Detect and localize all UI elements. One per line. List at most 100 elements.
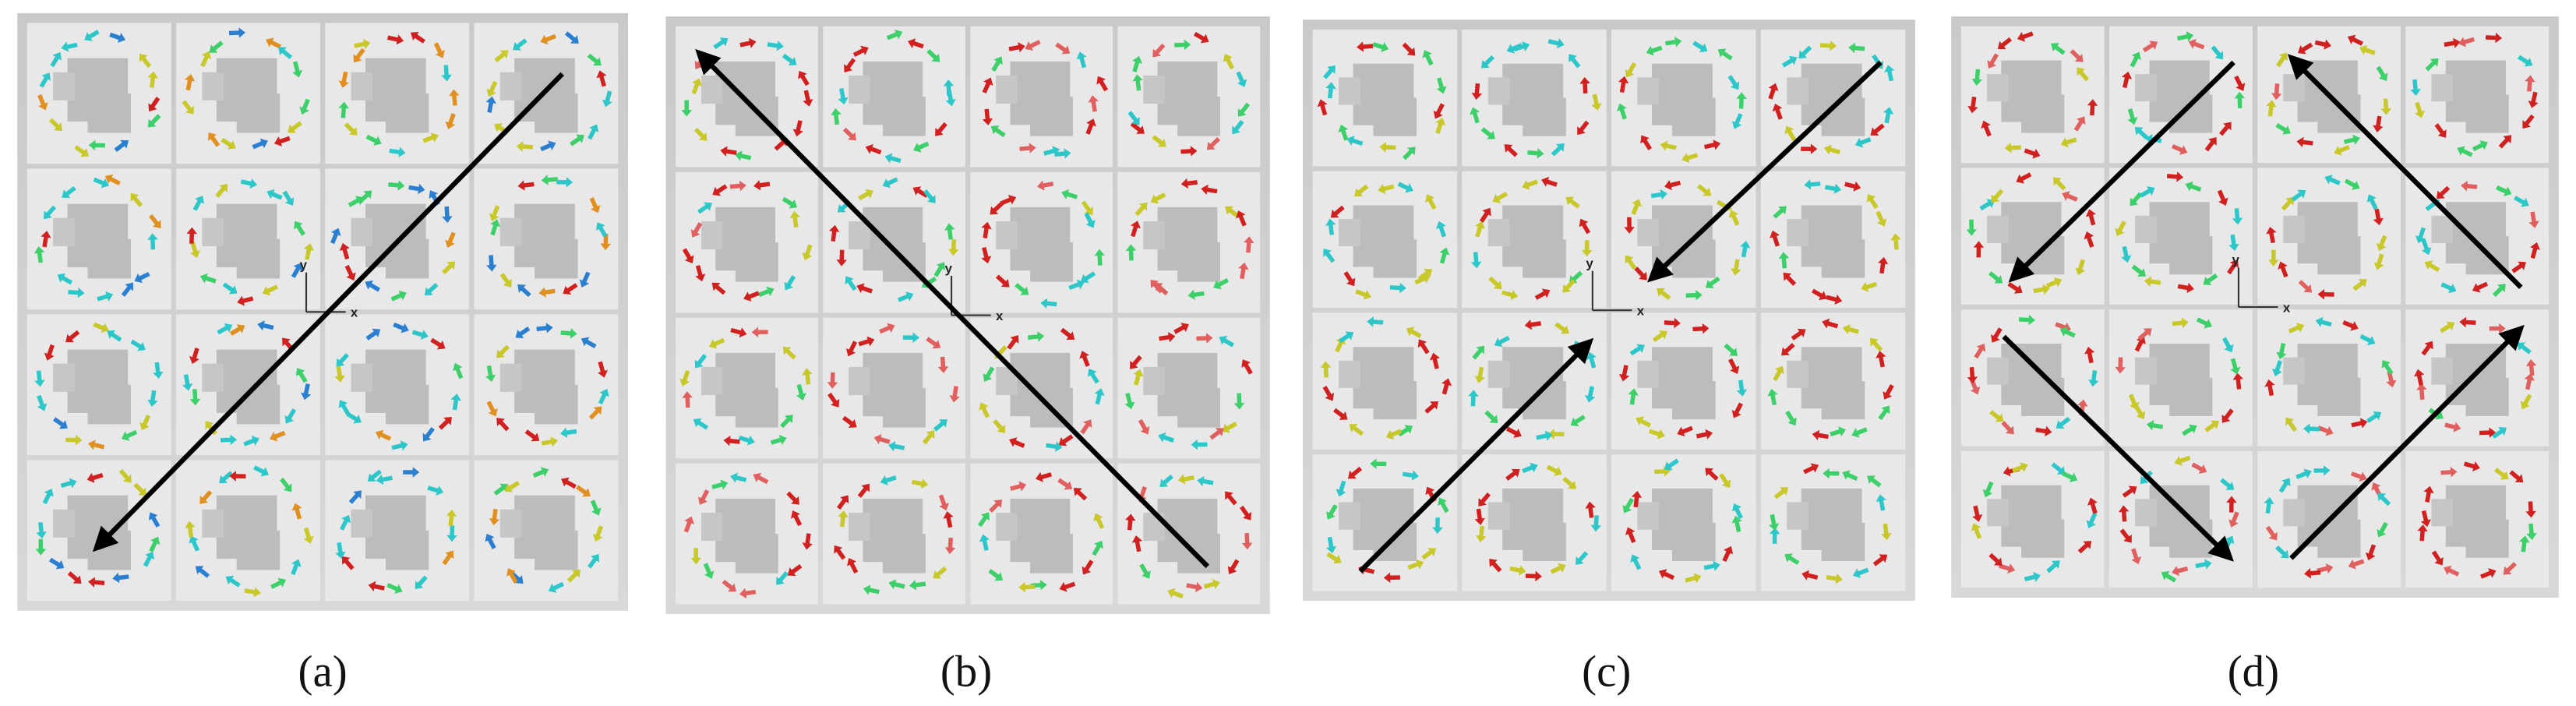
direction-arrow (2287, 54, 2523, 289)
current-arrow (1982, 481, 1994, 498)
current-arrow (2376, 235, 2387, 252)
current-arrow (104, 174, 121, 185)
current-arrow (2278, 261, 2288, 278)
current-arrow (1325, 536, 1337, 554)
current-arrow (1213, 277, 1229, 290)
panel: xy (665, 16, 1270, 615)
current-arrow (1811, 288, 1827, 301)
current-arrow (991, 56, 1003, 72)
current-arrow (1131, 535, 1143, 552)
current-arrow (2266, 100, 2277, 117)
current-arrow (121, 429, 138, 441)
current-arrow (1131, 221, 1141, 238)
patch (1523, 522, 1566, 561)
current-arrow (1058, 434, 1074, 447)
current-arrow (770, 435, 787, 445)
current-arrow (541, 175, 559, 185)
current-arrow (1320, 361, 1332, 378)
current-arrow (411, 330, 429, 341)
current-arrow (1692, 41, 1708, 53)
current-arrow (1640, 135, 1653, 150)
current-arrow (1991, 189, 2004, 203)
current-arrow (1424, 401, 1438, 414)
current-arrow (1479, 207, 1491, 223)
current-arrow (982, 108, 993, 125)
current-arrow (2062, 191, 2078, 202)
current-arrow (1878, 405, 1890, 421)
current-arrow (858, 189, 873, 201)
current-arrow (1778, 252, 1790, 269)
current-arrow (1628, 388, 1639, 405)
panel: xy (1302, 19, 1915, 602)
current-arrow (873, 434, 891, 445)
current-arrow (1150, 279, 1163, 294)
current-arrow (1768, 83, 1779, 100)
current-arrow (2121, 71, 2133, 89)
current-arrow (837, 495, 849, 510)
current-arrow (1504, 144, 1518, 157)
current-arrow (1570, 415, 1586, 427)
current-arrow (1201, 184, 1218, 196)
axis-label: x (2283, 300, 2291, 315)
panel-caption: (a) (298, 648, 348, 697)
current-arrow (1804, 179, 1821, 190)
current-arrow (2472, 140, 2488, 152)
current-arrow (587, 53, 602, 66)
patch (53, 72, 75, 101)
current-arrow (2017, 31, 2034, 42)
current-arrow (564, 31, 579, 44)
current-arrow (1824, 183, 1842, 194)
patch (202, 363, 224, 392)
patch (2317, 94, 2361, 133)
current-arrow (1988, 552, 2003, 567)
current-arrow (786, 491, 799, 505)
current-arrow (697, 489, 710, 505)
patch (1030, 97, 1073, 136)
current-arrow (489, 205, 500, 221)
current-arrow (703, 563, 715, 579)
current-arrow (2121, 245, 2132, 263)
current-arrow (338, 71, 349, 88)
current-arrow (1125, 244, 1137, 261)
current-arrow (2480, 568, 2497, 579)
current-arrow (2144, 276, 2161, 287)
patch (735, 534, 778, 574)
current-arrow (1861, 281, 1878, 292)
current-arrow (2525, 501, 2536, 518)
current-arrow (1877, 256, 1889, 274)
patch (1787, 77, 1808, 105)
current-arrow (266, 189, 283, 200)
current-arrow (2414, 369, 2425, 386)
current-arrow (2161, 570, 2177, 583)
current-arrow (1696, 429, 1713, 439)
current-arrow (1088, 95, 1099, 112)
current-arrow (1385, 429, 1403, 440)
current-arrow (2417, 524, 2428, 542)
current-arrow (282, 190, 295, 206)
current-arrow (2524, 373, 2535, 390)
current-arrow (751, 327, 768, 338)
current-arrow (1696, 184, 1712, 196)
current-arrow (496, 344, 510, 358)
current-arrow (1624, 217, 1635, 234)
current-arrow (1997, 37, 2013, 50)
current-arrow (1785, 410, 1797, 426)
current-arrow (2431, 550, 2444, 566)
current-arrow (2137, 328, 2152, 341)
current-arrow (990, 125, 1006, 138)
patch (1787, 502, 1808, 530)
current-arrow (403, 467, 420, 478)
current-arrow (735, 150, 752, 161)
current-arrow (2381, 359, 2394, 375)
current-arrow (338, 400, 351, 415)
direction-arrow (2289, 324, 2525, 560)
current-arrow (48, 118, 62, 132)
current-arrow (739, 37, 757, 48)
current-arrow (2359, 334, 2376, 346)
current-arrow (1197, 475, 1214, 487)
current-arrow (1547, 38, 1565, 49)
current-arrow (1852, 567, 1869, 578)
current-arrow (566, 569, 580, 583)
current-arrow (189, 389, 201, 406)
current-arrow (1046, 441, 1063, 452)
